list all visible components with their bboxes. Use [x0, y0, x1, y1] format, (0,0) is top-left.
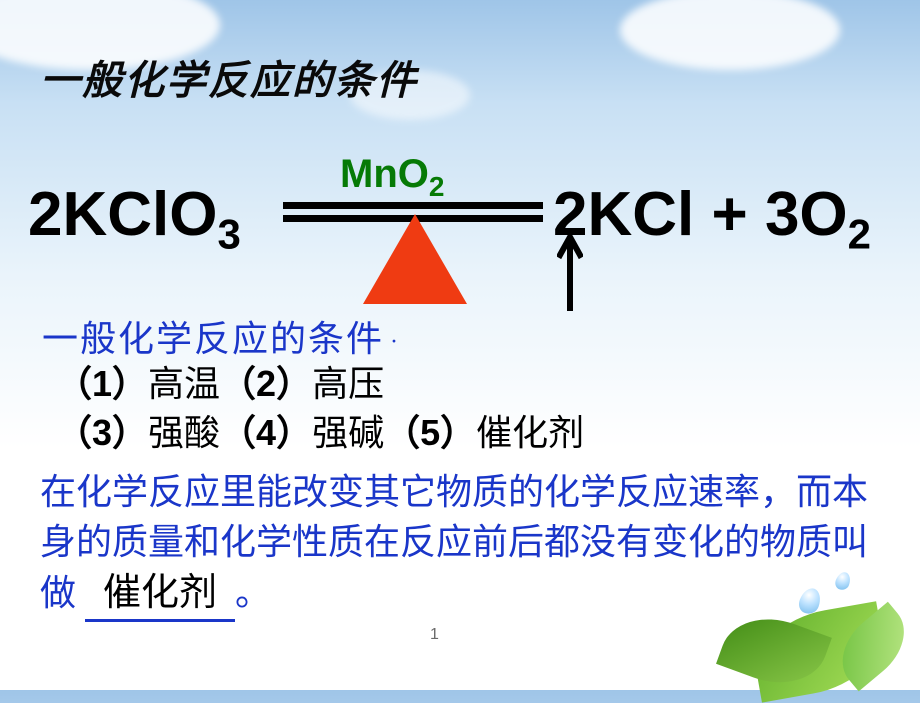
- catalyst-formula: MnO: [340, 152, 429, 196]
- cloud-decoration: [620, 0, 840, 70]
- title-text: 一般化学反应的条件: [40, 58, 418, 103]
- slide-title: 一般化学反应的条件: [40, 48, 418, 106]
- product2-formula: O: [799, 180, 847, 249]
- subtitle-text: 一般化学反应的条件: [42, 319, 384, 359]
- heat-triangle-icon: [363, 214, 467, 304]
- equation-reactant: 2KClO3: [28, 184, 241, 255]
- underline-decoration: [85, 619, 235, 622]
- chemical-equation: 2KClO3 MnO2 2KCl + 3O2: [28, 150, 898, 270]
- definition-period: 。: [235, 573, 271, 613]
- list-row-2: （3）强酸（4）强碱（5）催化剂: [56, 409, 584, 458]
- list-row-1: （1）高温（2）高压: [56, 360, 584, 409]
- catalyst-label: MnO2: [340, 152, 444, 203]
- plus-sign: +: [694, 180, 765, 249]
- page-number: 1: [430, 626, 439, 644]
- fill-in-blank: 催化剂: [85, 567, 235, 619]
- catalyst-definition: 在化学反应里能改变其它物质的化学反应速率，而本身的质量和化学性质在反应前后都没有…: [40, 468, 890, 620]
- subtitle-dot-icon: ·: [390, 329, 400, 355]
- product2-coef: 3: [765, 180, 799, 249]
- product1-formula: KCl: [587, 180, 694, 249]
- reactant-coef: 2: [28, 180, 62, 249]
- blank-answer: 催化剂: [97, 572, 223, 614]
- reactant-subscript: 3: [217, 210, 240, 257]
- gas-arrow-icon: [557, 233, 587, 324]
- product2-subscript: 2: [848, 210, 871, 257]
- conditions-list: （1）高温（2）高压 （3）强酸（4）强碱（5）催化剂: [56, 360, 584, 457]
- subtitle: 一般化学反应的条件·: [42, 310, 400, 362]
- reactant-formula: KClO: [62, 180, 217, 249]
- catalyst-subscript: 2: [429, 171, 445, 202]
- equation-products: 2KCl + 3O2: [553, 184, 898, 346]
- equals-line-top: [283, 202, 543, 209]
